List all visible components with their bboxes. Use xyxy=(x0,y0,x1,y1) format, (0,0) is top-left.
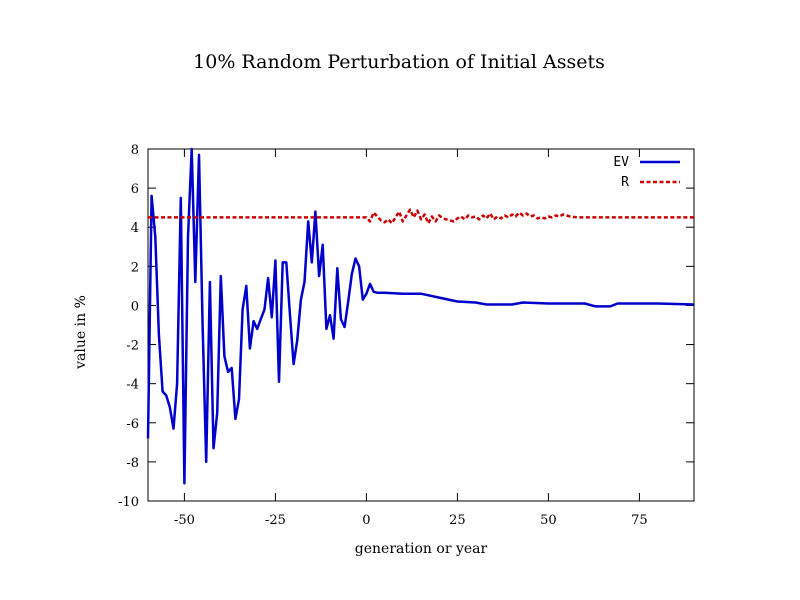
y-tick-label: 2 xyxy=(131,260,139,275)
x-tick-label: 0 xyxy=(362,513,370,528)
y-tick-label: -8 xyxy=(126,456,139,471)
x-axis-label: generation or year xyxy=(355,541,488,557)
y-tick-label: 8 xyxy=(131,143,139,158)
x-tick-label: -50 xyxy=(174,513,195,528)
chart-title: 10% Random Perturbation of Initial Asset… xyxy=(193,51,605,73)
x-tick-label: 50 xyxy=(540,513,557,528)
legend-label-r: R xyxy=(621,175,629,190)
legend: EV R xyxy=(613,155,680,190)
series-lines xyxy=(146,147,695,485)
y-tick-label: 0 xyxy=(131,299,139,314)
legend-label-ev: EV xyxy=(613,155,629,170)
y-tick-label: 4 xyxy=(131,221,139,236)
series-line-ev xyxy=(146,147,695,485)
x-tick-label: -25 xyxy=(265,513,286,528)
plot-frame xyxy=(147,148,695,502)
y-tick-label: 6 xyxy=(131,182,139,197)
x-tick-label: 25 xyxy=(449,513,466,528)
y-axis-label: value in % xyxy=(73,295,89,370)
y-tick-label: -2 xyxy=(126,339,139,354)
y-tick-label: -6 xyxy=(126,417,139,432)
y-tick-label: -4 xyxy=(126,378,139,393)
series-line-r xyxy=(148,208,694,225)
axis-ticks: -10 -8 -6 -4 -2 0 2 4 6 8 -50 -25 0 25 50 75 xyxy=(118,143,694,528)
x-tick-label: 75 xyxy=(631,513,648,528)
y-tick-label: -10 xyxy=(118,495,139,510)
